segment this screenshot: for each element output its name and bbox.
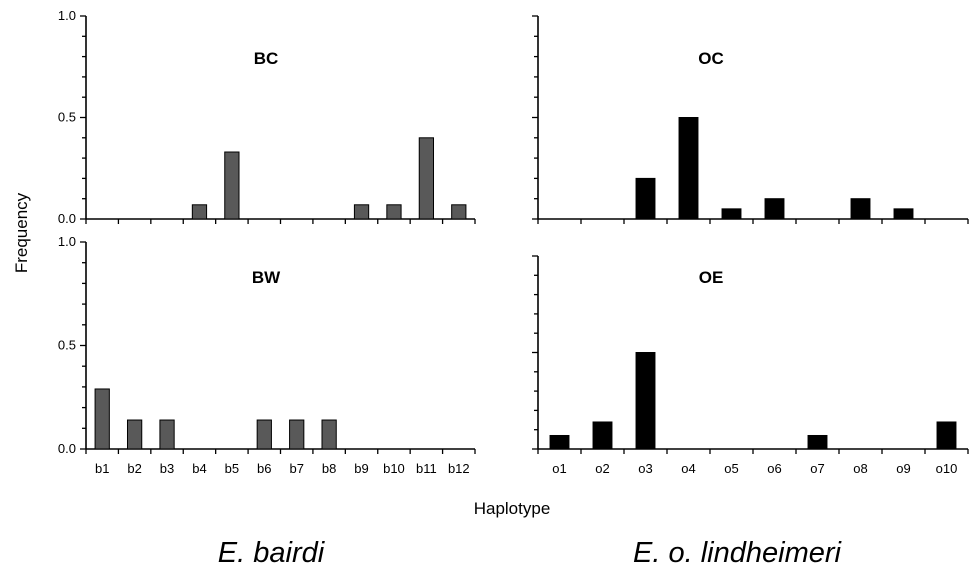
species-label-left: E. bairdi: [218, 537, 326, 569]
x-tick-label: b10: [383, 461, 405, 476]
bar-b11: [418, 137, 435, 220]
bar-b2: [126, 419, 143, 450]
x-tick-label: b12: [448, 461, 470, 476]
panel-title: BC: [254, 49, 279, 68]
bar-b3: [159, 419, 175, 450]
x-tick-label: b8: [322, 461, 336, 476]
panel-title: OC: [698, 49, 724, 68]
x-tick-label: o10: [936, 461, 958, 476]
bar-o7: [807, 434, 828, 450]
bar-b6: [256, 419, 272, 450]
bar-b1: [94, 388, 110, 450]
bar-b9: [353, 204, 370, 220]
bar-o6: [764, 198, 785, 220]
x-tick-label: b2: [127, 461, 141, 476]
x-tick-label: o8: [853, 461, 867, 476]
y-tick-label: 0.0: [58, 211, 76, 226]
y-tick-label: 1.0: [58, 8, 76, 23]
x-tick-label: b9: [354, 461, 368, 476]
bar-b7: [289, 419, 305, 450]
x-tick-label: o3: [638, 461, 652, 476]
x-tick-label: o7: [810, 461, 824, 476]
panel-bc: 0.0 0.5 1.0 BC: [58, 8, 476, 226]
x-tick-label: o9: [896, 461, 910, 476]
bar-o3: [635, 177, 656, 220]
y-axis-label: Frequency: [12, 192, 31, 273]
panel-bw: 0.0 0.5 1.0 b1 b2 b3 b4 b5 b6 b7 b8 b9 b10 b11 b12 BW: [58, 234, 476, 476]
bar-o10: [936, 421, 957, 450]
chart-panels: 0.0 0.5 1.0 BC OC 0.0 0.5 1.0 b1 b2 b3 b4 b5 b6 b7 b8 b9…: [58, 8, 969, 476]
panel-oe: o1 o2 o3 o4 o5 o6 o7 o8 o9 o10 OE: [532, 255, 969, 476]
bar-o5: [721, 208, 742, 220]
x-tick-label: b3: [160, 461, 174, 476]
panel-title: OE: [699, 268, 724, 287]
x-tick-label: b6: [257, 461, 271, 476]
x-tick-label: b5: [225, 461, 239, 476]
bar-o3: [635, 352, 656, 450]
bar-o4: [678, 117, 699, 220]
x-tick-label: o5: [724, 461, 738, 476]
panel-oc: OC: [532, 15, 969, 224]
bar-b8: [321, 419, 337, 450]
x-axis-label: Haplotype: [474, 499, 551, 518]
bar-b5: [224, 151, 240, 220]
y-tick-label: 0.5: [58, 110, 76, 125]
x-tick-label: b11: [416, 461, 437, 476]
species-label-right: E. o. lindheimeri: [633, 537, 842, 569]
y-tick-label: 0.0: [58, 441, 76, 456]
bar-o2: [592, 421, 613, 450]
y-tick-label: 1.0: [58, 234, 76, 249]
panel-title: BW: [252, 268, 281, 287]
bar-b12: [451, 204, 467, 220]
x-tick-label: o6: [767, 461, 781, 476]
x-tick-label: b7: [289, 461, 303, 476]
bar-o8: [850, 198, 871, 220]
bar-b10: [386, 204, 402, 220]
y-tick-label: 0.5: [58, 338, 76, 353]
x-tick-label: o2: [595, 461, 609, 476]
x-tick-label: o1: [552, 461, 566, 476]
bar-o1: [549, 434, 570, 450]
x-tick-label: b1: [95, 461, 109, 476]
bar-b4: [191, 204, 208, 220]
x-tick-label: o4: [681, 461, 695, 476]
x-tick-label: b4: [192, 461, 206, 476]
bar-o9: [893, 208, 914, 220]
